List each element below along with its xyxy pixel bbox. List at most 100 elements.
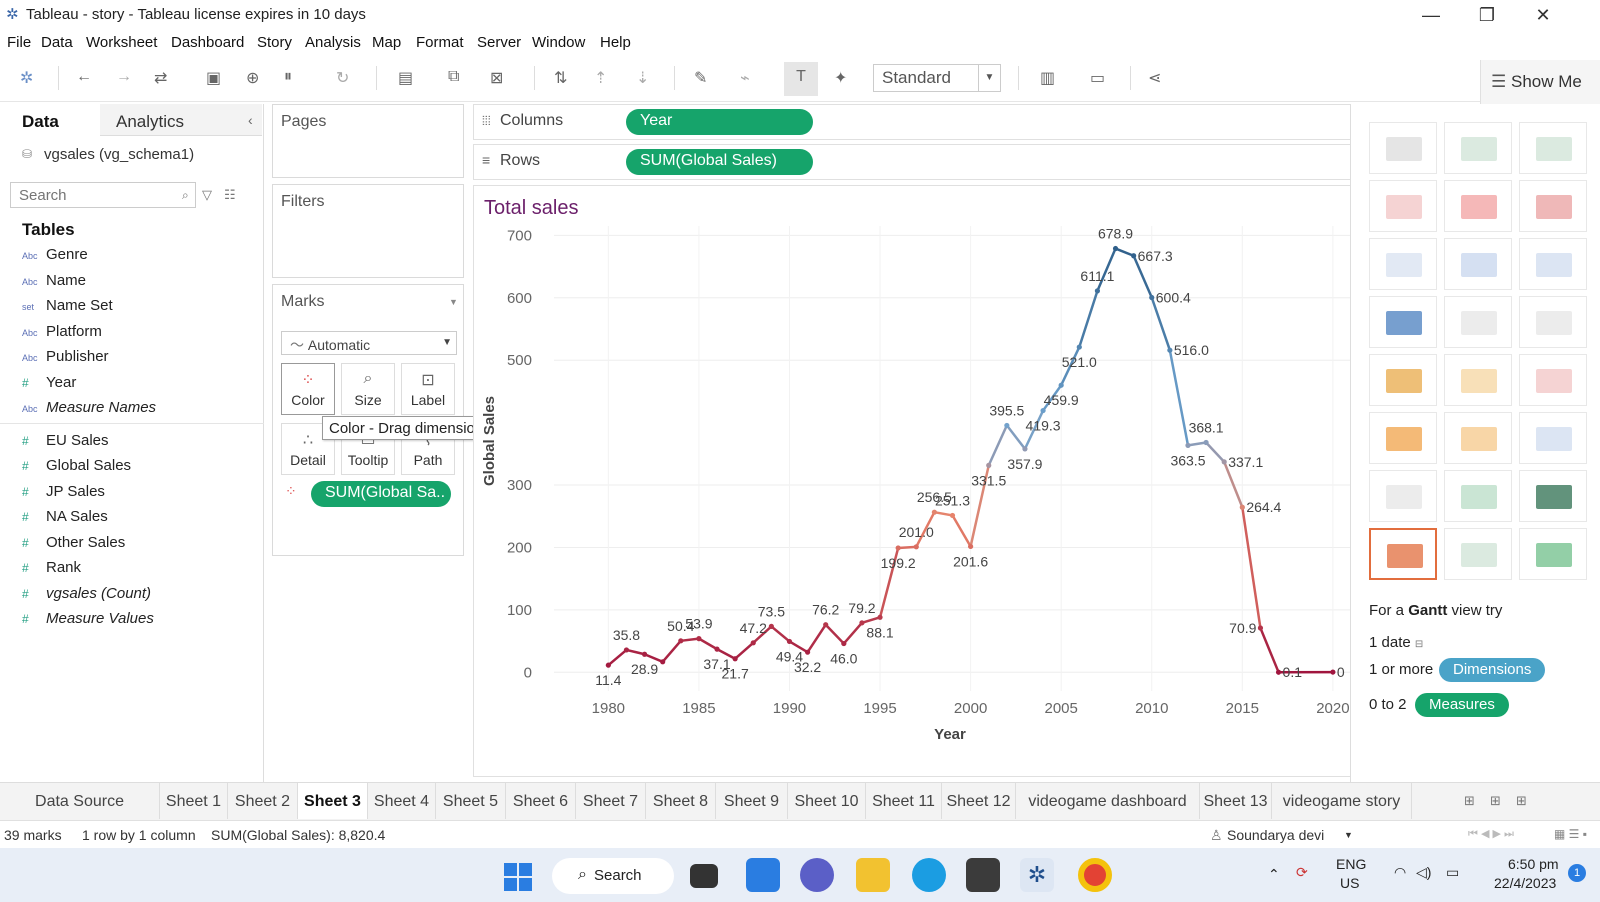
field-global-sales[interactable]: # Global Sales [22, 457, 131, 479]
show-me-horizontal-bars-icon[interactable] [1369, 238, 1437, 290]
show-me-scatter-plot-icon[interactable] [1369, 470, 1437, 522]
menu-story[interactable]: Story [257, 34, 293, 51]
sheet-nav-icon[interactable]: ⏮ ◀ ▶ ⏭ [1468, 828, 1514, 840]
field-year[interactable]: # Year [22, 374, 76, 396]
pages-card[interactable]: Pages [272, 104, 464, 178]
menu-worksheet[interactable]: Worksheet [86, 34, 158, 51]
sheet-tab-sheet-3[interactable]: Sheet 3 [298, 783, 368, 819]
show-me-gantt-chart-icon[interactable] [1369, 528, 1437, 580]
chevron-down-icon[interactable]: ▼ [1344, 830, 1353, 840]
clock-time[interactable]: 6:50 pm [1508, 856, 1559, 872]
new-story-icon[interactable]: ⊞ [1516, 793, 1527, 808]
sheet-tab-sheet-8[interactable]: Sheet 8 [646, 783, 716, 819]
field-rank[interactable]: # Rank [22, 559, 81, 581]
highlight-icon[interactable]: ✎ [694, 70, 708, 87]
menu-map[interactable]: Map [372, 34, 402, 51]
minimize-button[interactable]: — [1422, 5, 1440, 25]
sheet-tab-sheet-11[interactable]: Sheet 11 [866, 783, 942, 819]
show-me-histogram-icon[interactable] [1444, 470, 1512, 522]
show-me-lines-discrete-icon[interactable] [1444, 354, 1512, 406]
lang-label[interactable]: ENG [1336, 856, 1367, 872]
show-me-circle-views-icon[interactable] [1444, 296, 1512, 348]
sort-descending-icon[interactable]: ⇣ [636, 70, 650, 87]
filters-card[interactable]: Filters [272, 184, 464, 278]
tableau-home-icon[interactable]: ✲ [20, 70, 34, 87]
show-me-text-table-icon[interactable] [1369, 122, 1437, 174]
global-sales-pill[interactable]: SUM(Global Sales) [626, 149, 813, 175]
show-me-heat-map-icon[interactable] [1444, 122, 1512, 174]
presentation-mode-icon[interactable]: ▭ [1090, 70, 1106, 87]
rows-shelf[interactable]: ≡ Rows SUM(Global Sales) [473, 144, 1350, 180]
taskbar-search[interactable]: ⌕ Search [552, 858, 674, 894]
chevron-down-icon[interactable]: ▼ [449, 297, 458, 307]
field-eu-sales[interactable]: # EU Sales [22, 432, 109, 454]
field-name[interactable]: Abc Name [22, 272, 86, 294]
sort-ascending-icon[interactable]: ⇡ [594, 70, 608, 87]
swap-axes-icon[interactable]: ⇅ [554, 70, 568, 87]
battery-icon[interactable]: ▭ [1446, 864, 1460, 880]
line-chart[interactable]: 0 100 200 300 500 600 700 1980 1985 1990 1995 2000 2… [474, 186, 1351, 778]
show-me-pie-chart-icon[interactable] [1519, 180, 1587, 232]
share-icon[interactable]: ⋖ [1148, 70, 1162, 87]
duplicate-sheet-icon[interactable]: ⧉ [448, 68, 460, 85]
show-me-side-by-side-bars-icon[interactable] [1519, 238, 1587, 290]
show-me-lines-continuous-icon[interactable] [1369, 354, 1437, 406]
show-me-dual-combination-icon[interactable] [1519, 412, 1587, 464]
field-measure-values[interactable]: # Measure Values [22, 610, 154, 632]
field-genre[interactable]: Abc Genre [22, 246, 88, 268]
restore-button[interactable]: ❐ [1478, 5, 1496, 25]
field-measure-names[interactable]: Abc Measure Names [22, 399, 156, 421]
tray-overflow-icon[interactable]: ⌃ [1268, 866, 1280, 882]
volume-icon[interactable]: ◁) [1416, 864, 1432, 880]
show-me-filled-map-icon[interactable] [1444, 180, 1512, 232]
store-icon[interactable] [966, 858, 1000, 892]
mark-type-dropdown[interactable]: 〜 Automatic ▼ [281, 331, 457, 355]
new-dashboard-icon[interactable]: ⊞ [1490, 793, 1501, 808]
tableau-taskbar-icon[interactable]: ✲ [1020, 858, 1054, 892]
sync-icon[interactable]: ⟳ [1296, 864, 1308, 880]
field-na-sales[interactable]: # NA Sales [22, 508, 108, 530]
new-sheet-icon[interactable]: ⊞ [1464, 793, 1475, 808]
show-me-treemap-icon[interactable] [1369, 296, 1437, 348]
new-worksheet-icon[interactable]: ▤ [398, 70, 414, 87]
group-icon[interactable]: ⌁ [740, 70, 750, 87]
pause-updates-icon[interactable]: ⏸ [284, 68, 293, 85]
menu-help[interactable]: Help [600, 34, 631, 51]
show-labels-icon[interactable]: T [784, 62, 818, 96]
color-button[interactable]: ⁘ Color [281, 363, 335, 415]
sheet-tab-sheet-12[interactable]: Sheet 12 [942, 783, 1016, 819]
view-options-icon[interactable]: ☷ [224, 187, 236, 202]
redo-icon[interactable]: → [116, 68, 132, 85]
chrome-icon[interactable] [1078, 858, 1112, 892]
menu-server[interactable]: Server [477, 34, 522, 51]
wifi-icon[interactable]: ◠ [1394, 864, 1407, 880]
save-icon[interactable]: ▣ [206, 70, 222, 87]
show-me-stacked-bars-icon[interactable] [1444, 238, 1512, 290]
refresh-icon[interactable]: ↻ [336, 70, 350, 87]
collapse-pane-icon[interactable]: ‹ [248, 112, 253, 128]
new-datasource-icon[interactable]: ⊕ [246, 70, 260, 87]
sheet-tab-sheet-13[interactable]: Sheet 13 [1200, 783, 1272, 819]
menu-dashboard[interactable]: Dashboard [171, 34, 245, 51]
windows-start-icon[interactable] [504, 863, 532, 891]
menu-analysis[interactable]: Analysis [305, 34, 361, 51]
sheet-tab-sheet-4[interactable]: Sheet 4 [368, 783, 436, 819]
size-button[interactable]: ⌕ Size [341, 363, 395, 415]
columns-shelf[interactable]: ⦙⦙⦙ Columns Year [473, 104, 1350, 140]
sheet-tab-data-source[interactable]: Data Source [0, 783, 160, 819]
filter-icon[interactable]: ▽ [202, 187, 212, 202]
tab-analytics[interactable]: Analytics [100, 104, 262, 136]
sheet-tab-sheet-7[interactable]: Sheet 7 [576, 783, 646, 819]
task-view-icon[interactable] [690, 864, 718, 888]
field-jp-sales[interactable]: # JP Sales [22, 483, 105, 505]
chat-icon[interactable] [800, 858, 834, 892]
label-button[interactable]: ⊡ Label [401, 363, 455, 415]
show-me-dual-lines-icon[interactable] [1519, 354, 1587, 406]
color-pill[interactable]: SUM(Global Sa.. [311, 481, 451, 507]
menu-window[interactable]: Window [532, 34, 586, 51]
sheet-tab-sheet-9[interactable]: Sheet 9 [716, 783, 788, 819]
year-pill[interactable]: Year [626, 109, 813, 135]
clear-sheet-icon[interactable]: ⊠ [490, 70, 504, 87]
tab-data[interactable]: Data [22, 112, 59, 131]
sheet-tab-videogame-story[interactable]: videogame story [1272, 783, 1412, 819]
